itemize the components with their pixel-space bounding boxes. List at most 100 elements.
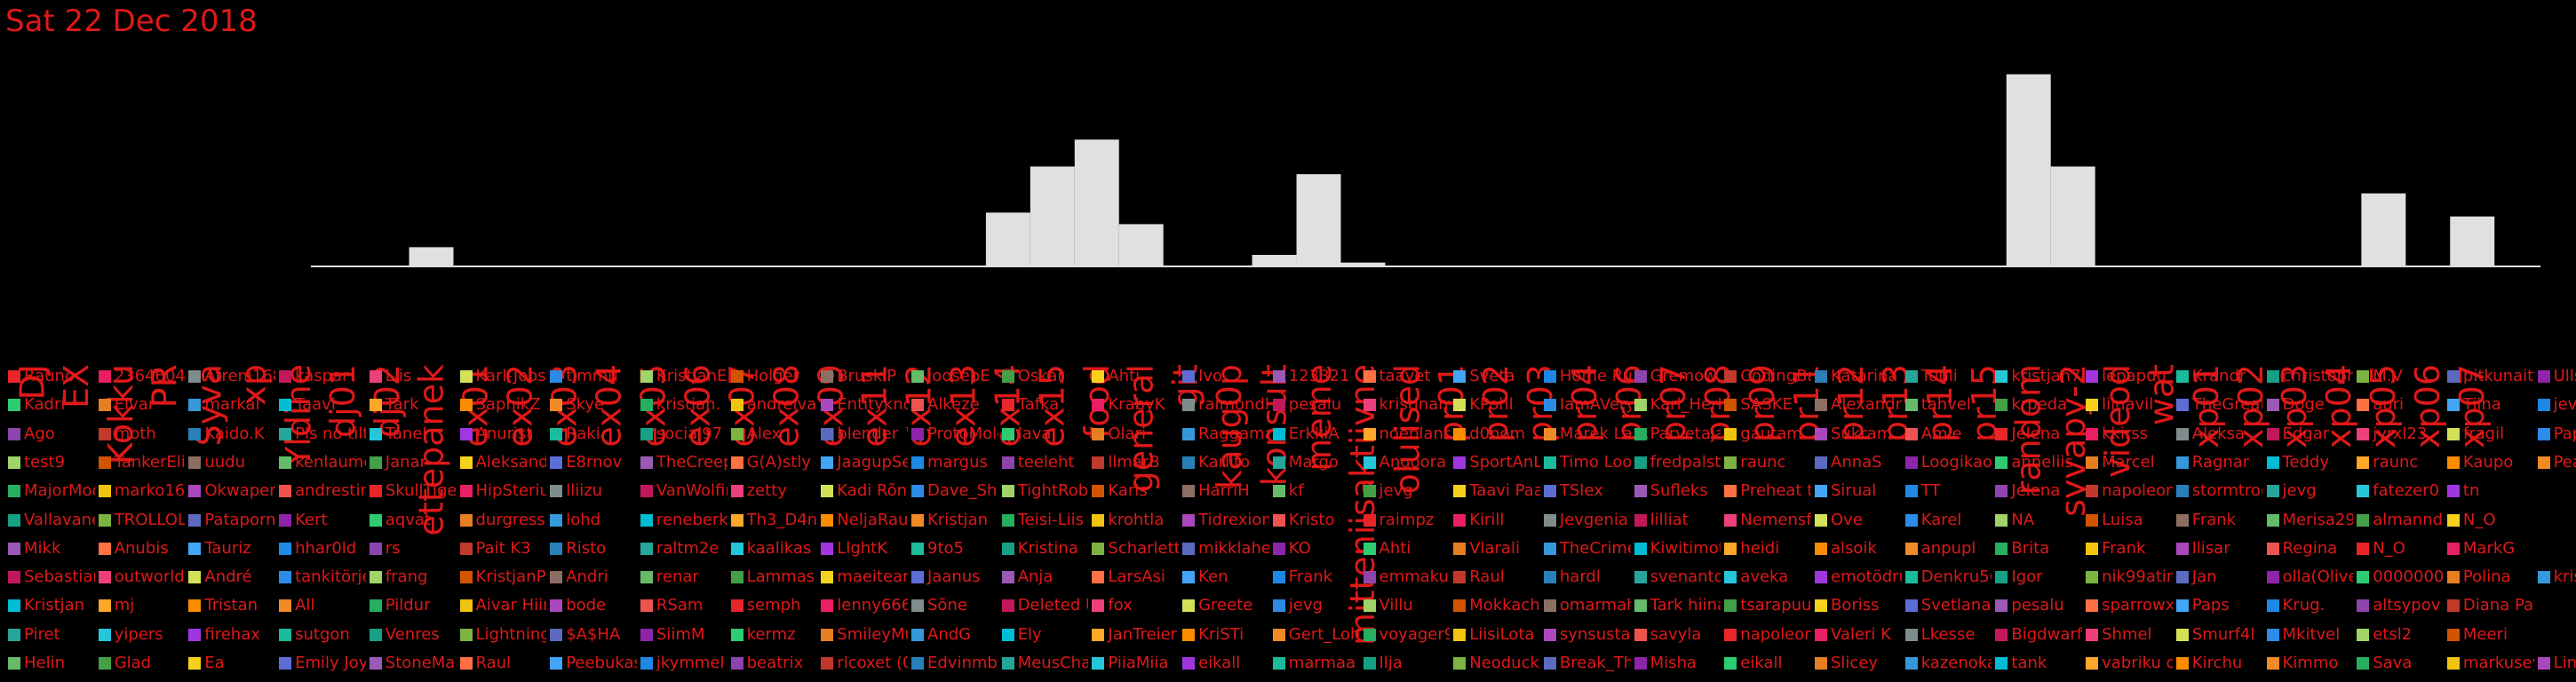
user-color-swatch [2446, 513, 2460, 527]
user-color-swatch [1182, 628, 1196, 641]
user-entry: olla(Oliver [2266, 563, 2353, 591]
user-name: Aleksander [475, 452, 547, 472]
user-name: Edvinmbal [927, 654, 998, 672]
user-color-swatch [1904, 571, 1918, 584]
user-name: Elvar [114, 395, 155, 415]
user-entry: fatezer0 [2357, 477, 2444, 505]
user-color-swatch [98, 599, 111, 613]
user-name: SiimM [656, 624, 705, 644]
user-color-swatch [1904, 599, 1918, 613]
user-name: Okwaper [204, 481, 276, 501]
user-name: Diana Paci [2462, 596, 2534, 615]
user-name: synsustain [1559, 624, 1631, 644]
user-name: stormtroo [2191, 481, 2263, 501]
user-entry: zetty [730, 477, 818, 505]
user-color-swatch [821, 599, 834, 613]
user-name: yipers [114, 624, 163, 644]
user-color-swatch [1001, 399, 1014, 412]
user-color-swatch [8, 657, 20, 670]
user-name: SkullTiger [385, 481, 457, 501]
user-entry: Margo [1272, 448, 1360, 477]
user-color-swatch [1904, 427, 1918, 440]
user-entry: Mkitvel [2266, 621, 2354, 649]
user-name: markal [204, 395, 260, 415]
user-name: lenny666 [837, 596, 908, 615]
user-entry: Karl-Joosep [459, 362, 546, 391]
user-color-swatch [369, 657, 382, 670]
user-name: eikall [1740, 654, 1783, 672]
user-color-swatch [550, 571, 563, 584]
bar-xp05 [2361, 193, 2406, 266]
user-name: Raul [1469, 567, 1505, 587]
user-entry: Taavi Paal [1453, 477, 1540, 505]
user-color-swatch [2266, 571, 2279, 584]
user-color-swatch [1092, 542, 1105, 555]
user-color-swatch [2357, 485, 2370, 498]
user-color-swatch [279, 370, 292, 383]
user-entry: CodingBad [1724, 362, 1811, 391]
user-name: Margo [1288, 452, 1339, 472]
user-name: Tidrexion [1198, 510, 1269, 529]
user-color-swatch [369, 628, 382, 641]
user-color-swatch [188, 599, 202, 613]
user-name: Edgar [2282, 424, 2330, 443]
user-entry: Scharlett [1092, 535, 1179, 563]
user-name: lava [1017, 424, 1052, 443]
user-name: mj [114, 596, 135, 615]
user-name: jevg [1288, 596, 1323, 615]
user-entry: Edvinmbal [911, 649, 998, 678]
user-entry: kristjan74 [1995, 362, 2082, 391]
user-name: Tuuli [1920, 367, 1958, 385]
user-color-swatch [2175, 399, 2189, 412]
user-entry: Tauriz [188, 535, 275, 563]
user-name: krohtla [1108, 510, 1165, 529]
user-entry: Liis [369, 362, 457, 391]
user-color-swatch [730, 657, 743, 670]
user-color-swatch [98, 513, 111, 527]
user-name: KristjanP [475, 567, 546, 587]
user-color-swatch [188, 657, 202, 670]
user-entry: KriSTi [1182, 621, 1269, 649]
user-color-swatch [1634, 427, 1647, 440]
user-entry: jevg [2266, 477, 2354, 505]
user-color-swatch [1815, 542, 1827, 555]
user-name: Tristan [204, 596, 258, 615]
user-name: Kaupo [2462, 452, 2514, 472]
user-color-swatch [1904, 399, 1918, 412]
user-color-swatch [1724, 657, 1737, 670]
bar-ex14 [985, 212, 1030, 266]
user-entry: Oskar [1001, 362, 1089, 391]
user-name: teeleht [1017, 452, 1075, 472]
user-color-swatch [640, 571, 653, 584]
user-color-swatch [1001, 370, 1014, 383]
user-color-swatch [821, 628, 834, 641]
user-entry: Villu [1363, 591, 1451, 620]
user-name: fox [1108, 596, 1133, 615]
user-name: aveka [1740, 567, 1789, 587]
user-color-swatch [2175, 513, 2189, 527]
user-color-swatch [1724, 399, 1737, 412]
user-entry: NeljaRaudi [821, 506, 908, 535]
user-color-swatch [640, 657, 653, 670]
user-color-swatch [911, 542, 924, 555]
user-name: Anja [1017, 567, 1053, 587]
user-name: rs [385, 538, 401, 558]
user-name: jyrxl23 [2373, 424, 2428, 443]
user-entry: Emily Joy [279, 649, 366, 678]
user-entry: Jaanus [911, 563, 998, 591]
user-name: LlghtK [837, 538, 888, 558]
user-color-swatch [1001, 485, 1014, 498]
user-color-swatch [1815, 599, 1827, 613]
user-color-swatch [1634, 599, 1647, 613]
user-name: Tiina [2462, 395, 2501, 415]
user-entry: lilliat [1634, 506, 1721, 535]
user-name: Doge [2282, 395, 2325, 415]
user-color-swatch [1092, 599, 1105, 613]
user-color-swatch [369, 456, 382, 469]
user-name: Lkesse [1920, 624, 1976, 644]
user-entry: margus [911, 448, 998, 477]
user-entry: Sukram [1815, 420, 1902, 448]
user-entry: TSlex [1543, 477, 1631, 505]
user-entry: lava [1001, 420, 1089, 448]
